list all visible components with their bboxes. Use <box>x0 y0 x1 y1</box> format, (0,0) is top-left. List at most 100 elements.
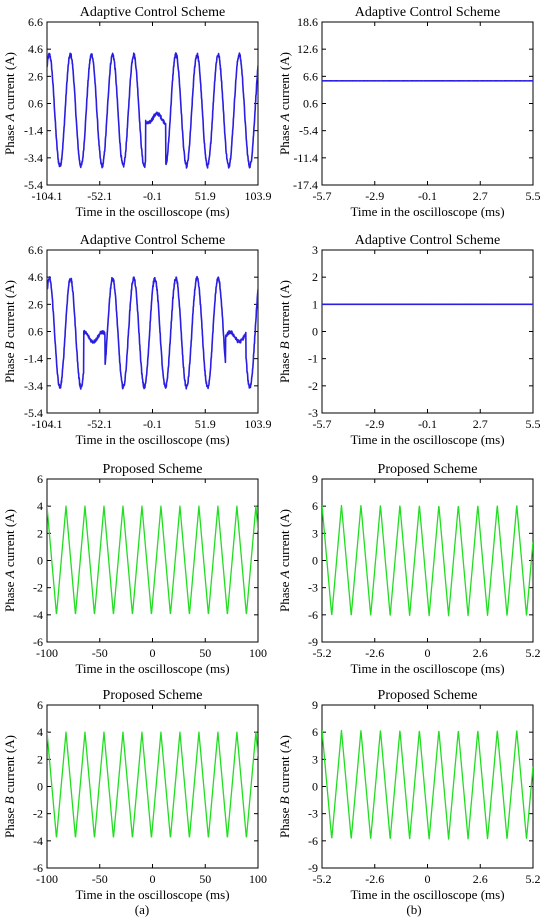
plot-frame <box>321 478 534 643</box>
y-tick-label: 6 <box>37 472 43 486</box>
x-tick-label: 5.2 <box>526 646 541 660</box>
x-tick-label: 0 <box>150 646 156 660</box>
y-tick-label: 2 <box>312 270 318 284</box>
y-tick-label: 0 <box>37 554 43 568</box>
y-tick-label: -9 <box>308 861 318 875</box>
chart-title: Proposed Scheme <box>378 688 478 703</box>
plot-frame <box>321 704 534 869</box>
y-tick-label: -5.4 <box>24 178 43 192</box>
chart-1: Adaptive Control Scheme 6.6 4.6 2.6 0.6 -1.4 -… <box>2 5 272 219</box>
y-tick-label: 0 <box>37 780 43 794</box>
chart-4: Adaptive Control Scheme 3 2 1 0 -1 -2 -3-5.7 -2.… <box>277 233 541 447</box>
chart-title: Adaptive Control Scheme <box>80 5 225 20</box>
y-tick-label: -3 <box>308 406 318 420</box>
x-tick-label: -100 <box>36 646 58 660</box>
x-tick-label: -52.1 <box>87 189 112 203</box>
chart-title: Adaptive Control Scheme <box>355 5 500 20</box>
y-tick-label: 6.6 <box>28 243 43 257</box>
series-line <box>322 729 533 840</box>
y-tick-label: 4 <box>37 499 43 513</box>
y-tick-label: -3 <box>308 807 318 821</box>
y-tick-label: -2 <box>33 807 43 821</box>
y-tick-label: 18.6 <box>297 15 318 29</box>
y-axis-label: Phase A current (A) <box>277 52 292 155</box>
y-tick-label: 1 <box>312 297 318 311</box>
series-line <box>47 52 258 169</box>
x-tick-label: 50 <box>199 872 211 886</box>
y-axis-label: Phase B current (A) <box>2 280 17 383</box>
panel-label-a: (a) <box>135 902 149 917</box>
y-tick-label: -17.4 <box>293 178 318 192</box>
x-tick-label: -2.9 <box>365 417 384 431</box>
x-axis-label: Time in the oscilloscope (ms) <box>75 887 229 902</box>
plot-frame <box>46 478 259 643</box>
x-tick-label: -104.1 <box>32 417 63 431</box>
y-tick-label: -6 <box>308 608 318 622</box>
x-tick-label: -5.2 <box>313 646 332 660</box>
x-tick-label: -0.1 <box>418 189 437 203</box>
y-tick-label: 3 <box>312 752 318 766</box>
y-axis-label: Phase B current (A) <box>277 735 292 838</box>
x-tick-label: -2.6 <box>365 872 384 886</box>
x-tick-label: -5.7 <box>313 417 332 431</box>
y-tick-label: 2 <box>37 752 43 766</box>
x-tick-label: 5.2 <box>526 872 541 886</box>
y-tick-label: -6 <box>308 834 318 848</box>
y-axis-label: Phase B current (A) <box>2 735 17 838</box>
x-tick-label: -50 <box>92 646 108 660</box>
y-tick-label: 4 <box>37 725 43 739</box>
x-tick-label: -0.1 <box>418 417 437 431</box>
series-line <box>322 504 533 617</box>
chart-title: Proposed Scheme <box>103 462 203 477</box>
y-tick-label: 6 <box>312 725 318 739</box>
chart-3: Adaptive Control Scheme 6.6 4.6 2.6 0.6 -1.4 -… <box>2 233 272 447</box>
y-tick-label: -4 <box>33 608 43 622</box>
plot-frame <box>321 21 534 186</box>
x-axis-label: Time in the oscilloscope (ms) <box>75 432 229 447</box>
chart-6: Proposed Scheme 9 6 3 0 -3 -6 -9-5.2 -2.6 0 2.6 5.2… <box>277 462 541 676</box>
x-tick-label: 100 <box>249 872 267 886</box>
plot-frame <box>46 249 259 414</box>
y-tick-label: -5.4 <box>24 406 43 420</box>
y-tick-label: -5.4 <box>299 124 318 138</box>
x-tick-label: 2.7 <box>473 189 488 203</box>
x-tick-label: 103.9 <box>245 189 272 203</box>
y-tick-label: 0.6 <box>303 97 318 111</box>
x-axis-label: Time in the oscilloscope (ms) <box>350 887 504 902</box>
x-tick-label: 51.9 <box>195 189 216 203</box>
x-tick-label: -5.7 <box>313 189 332 203</box>
series-line <box>47 275 258 390</box>
y-tick-label: 6.6 <box>303 69 318 83</box>
x-tick-label: 2.6 <box>473 646 488 660</box>
y-axis-label: Phase A current (A) <box>2 509 17 612</box>
y-tick-label: 4.6 <box>28 42 43 56</box>
x-tick-label: 0 <box>425 872 431 886</box>
series-line <box>47 505 258 615</box>
y-tick-label: 4.6 <box>28 270 43 284</box>
x-tick-label: 100 <box>249 646 267 660</box>
y-tick-label: 2.6 <box>28 69 43 83</box>
x-axis-label: Time in the oscilloscope (ms) <box>75 661 229 676</box>
chart-5: Proposed Scheme 6 4 2 0 -2 -4 -6-100 -50 0 50 100 Ti… <box>2 462 267 676</box>
x-tick-label: -2.9 <box>365 189 384 203</box>
y-tick-label: -3 <box>308 581 318 595</box>
y-tick-label: -1.4 <box>24 352 43 366</box>
x-tick-label: -2.6 <box>365 646 384 660</box>
y-tick-label: -11.4 <box>293 151 318 165</box>
y-tick-label: 12.6 <box>297 42 318 56</box>
y-tick-label: 0.6 <box>28 97 43 111</box>
x-tick-label: -100 <box>36 872 58 886</box>
x-tick-label: -104.1 <box>32 189 63 203</box>
y-axis-label: Phase A current (A) <box>2 52 17 155</box>
panel-label-b: (b) <box>406 902 421 917</box>
y-axis-label: Phase A current (A) <box>277 509 292 612</box>
x-tick-label: 0 <box>425 646 431 660</box>
x-axis-label: Time in the oscilloscope (ms) <box>350 661 504 676</box>
chart-2: Adaptive Control Scheme 18.6 12.6 6.6 0.6 -5.… <box>277 5 541 219</box>
y-tick-label: 6 <box>37 698 43 712</box>
y-tick-label: 3 <box>312 243 318 257</box>
x-tick-label: 5.5 <box>526 189 541 203</box>
x-axis-label: Time in the oscilloscope (ms) <box>350 432 504 447</box>
x-tick-label: -0.1 <box>143 189 162 203</box>
